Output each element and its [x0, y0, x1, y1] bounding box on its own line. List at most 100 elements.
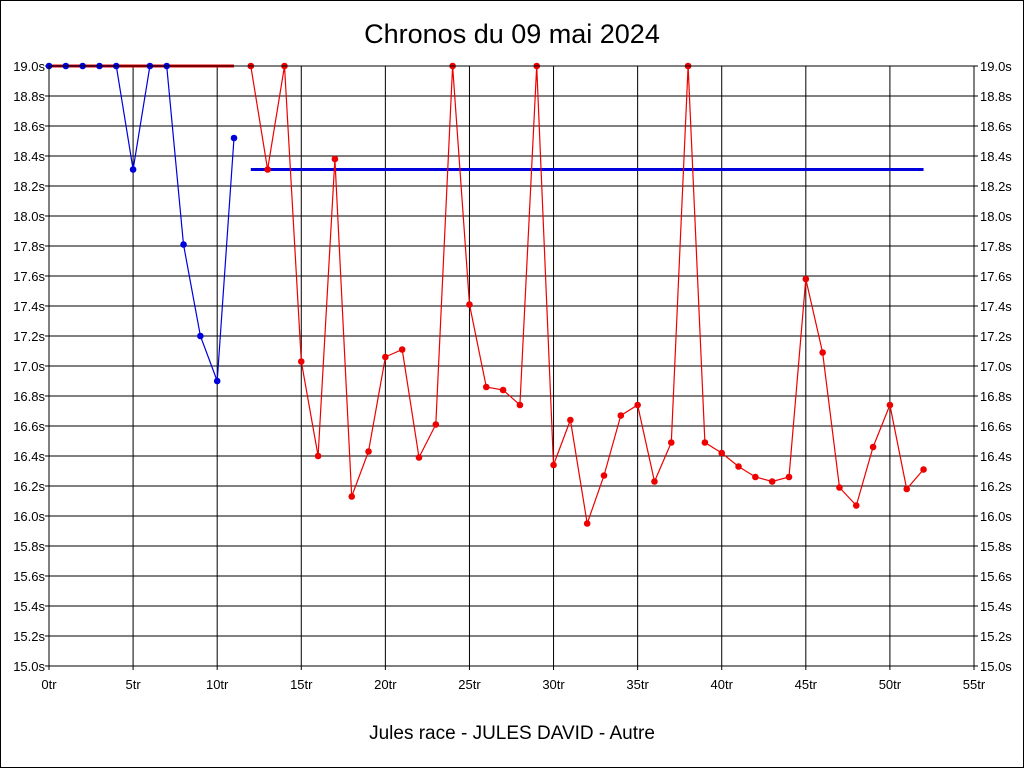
data-point	[869, 443, 877, 451]
data-point	[802, 275, 810, 283]
y-tick-label-left: 15.4s	[13, 599, 45, 614]
y-tick-label-right: 18.0s	[980, 209, 1012, 224]
data-point	[348, 493, 356, 500]
data-point	[382, 353, 389, 361]
y-tick-label-left: 17.2s	[13, 329, 45, 344]
y-tick-label-right: 17.8s	[980, 239, 1012, 254]
data-point	[297, 358, 305, 365]
y-tick-label-right: 17.6s	[980, 269, 1012, 284]
x-tick-label: 40tr	[711, 677, 734, 692]
y-tick-label-left: 17.6s	[13, 269, 45, 284]
data-series	[45, 62, 927, 527]
data-point	[583, 520, 591, 527]
y-tick-label-right: 18.8s	[980, 89, 1012, 104]
y-tick-label-right: 15.4s	[980, 599, 1012, 614]
y-tick-label-right: 15.6s	[980, 569, 1012, 584]
data-point	[516, 401, 524, 409]
y-tick-label-right: 16.6s	[980, 419, 1012, 434]
y-tick-label-right: 15.0s	[980, 659, 1012, 674]
y-tick-label-left: 18.8s	[13, 89, 45, 104]
data-point	[129, 166, 137, 173]
data-point	[550, 461, 557, 469]
y-tick-label-right: 17.0s	[980, 359, 1012, 374]
data-point	[482, 383, 490, 391]
x-tick-label: 5tr	[126, 677, 142, 692]
y-tick-label-right: 16.0s	[980, 509, 1012, 524]
y-tick-label-left: 16.8s	[13, 389, 45, 404]
data-point	[701, 439, 709, 446]
series-line-1	[49, 65, 235, 382]
y-tick-label-right: 18.2s	[980, 179, 1012, 194]
x-tick-label: 15tr	[290, 677, 313, 692]
data-point	[197, 332, 204, 340]
data-point	[264, 166, 271, 173]
y-tick-label-left: 18.6s	[13, 119, 45, 134]
data-point	[836, 484, 843, 491]
y-tick-label-left: 16.0s	[13, 509, 45, 524]
tick-labels: 15.0s 15.0s 15.2s 15.2s 15.4s 15.4s 15.6s 15.6s…	[13, 59, 1012, 692]
chart-title: Chronos du 09 mai 2024	[364, 19, 660, 49]
data-point	[667, 439, 675, 446]
data-point	[752, 473, 759, 481]
data-point	[819, 349, 826, 356]
y-tick-label-left: 17.8s	[13, 239, 45, 254]
y-tick-label-left: 17.0s	[13, 359, 45, 374]
data-point	[634, 401, 641, 409]
data-point	[466, 301, 473, 308]
data-point	[920, 466, 927, 473]
x-tick-label: 20tr	[374, 677, 397, 692]
data-point	[180, 241, 187, 248]
data-point	[718, 449, 726, 457]
data-point	[567, 416, 574, 424]
y-tick-label-left: 18.0s	[13, 209, 45, 224]
data-point	[432, 421, 440, 428]
y-tick-label-left: 17.4s	[13, 299, 45, 314]
y-tick-label-left: 16.6s	[13, 419, 45, 434]
y-tick-label-left: 18.2s	[13, 179, 45, 194]
data-point	[852, 502, 860, 509]
data-point	[415, 454, 423, 461]
data-point	[314, 452, 322, 460]
y-tick-label-right: 16.8s	[980, 389, 1012, 404]
y-tick-label-left: 15.8s	[13, 539, 45, 554]
x-tick-label: 55tr	[963, 677, 986, 692]
y-tick-label-left: 15.0s	[13, 659, 45, 674]
y-tick-label-right: 19.0s	[980, 59, 1012, 74]
data-point	[230, 134, 238, 142]
y-tick-label-right: 15.8s	[980, 539, 1012, 554]
y-tick-label-left: 16.2s	[13, 479, 45, 494]
x-tick-label: 45tr	[795, 677, 818, 692]
y-tick-label-right: 18.4s	[980, 149, 1012, 164]
series-line-2	[250, 65, 924, 524]
data-point	[331, 155, 339, 163]
y-tick-label-left: 16.4s	[13, 449, 45, 464]
data-point	[651, 478, 658, 485]
y-tick-label-right: 15.2s	[980, 629, 1012, 644]
y-tick-label-right: 16.2s	[980, 479, 1012, 494]
data-point	[903, 485, 911, 493]
y-tick-label-left: 19.0s	[13, 59, 45, 74]
x-tick-label: 50tr	[879, 677, 902, 692]
y-tick-label-right: 18.6s	[980, 119, 1012, 134]
y-tick-label-left: 15.2s	[13, 629, 45, 644]
data-point	[398, 346, 406, 353]
chart-caption: Jules race - JULES DAVID - Autre	[369, 723, 655, 744]
y-tick-label-left: 18.4s	[13, 149, 45, 164]
y-tick-label-left: 15.6s	[13, 569, 45, 584]
data-point	[735, 463, 742, 470]
data-point	[600, 472, 608, 479]
data-point	[617, 412, 625, 419]
data-point	[213, 377, 221, 385]
data-point	[886, 401, 894, 409]
data-point	[785, 473, 793, 481]
data-point	[499, 386, 507, 394]
x-tick-label: 30tr	[542, 677, 565, 692]
plot-area-border	[48, 65, 975, 667]
data-point	[768, 478, 776, 485]
x-tick-label: 35tr	[626, 677, 649, 692]
data-point	[365, 448, 372, 455]
y-tick-label-right: 17.4s	[980, 299, 1012, 314]
x-tick-label: 25tr	[458, 677, 481, 692]
